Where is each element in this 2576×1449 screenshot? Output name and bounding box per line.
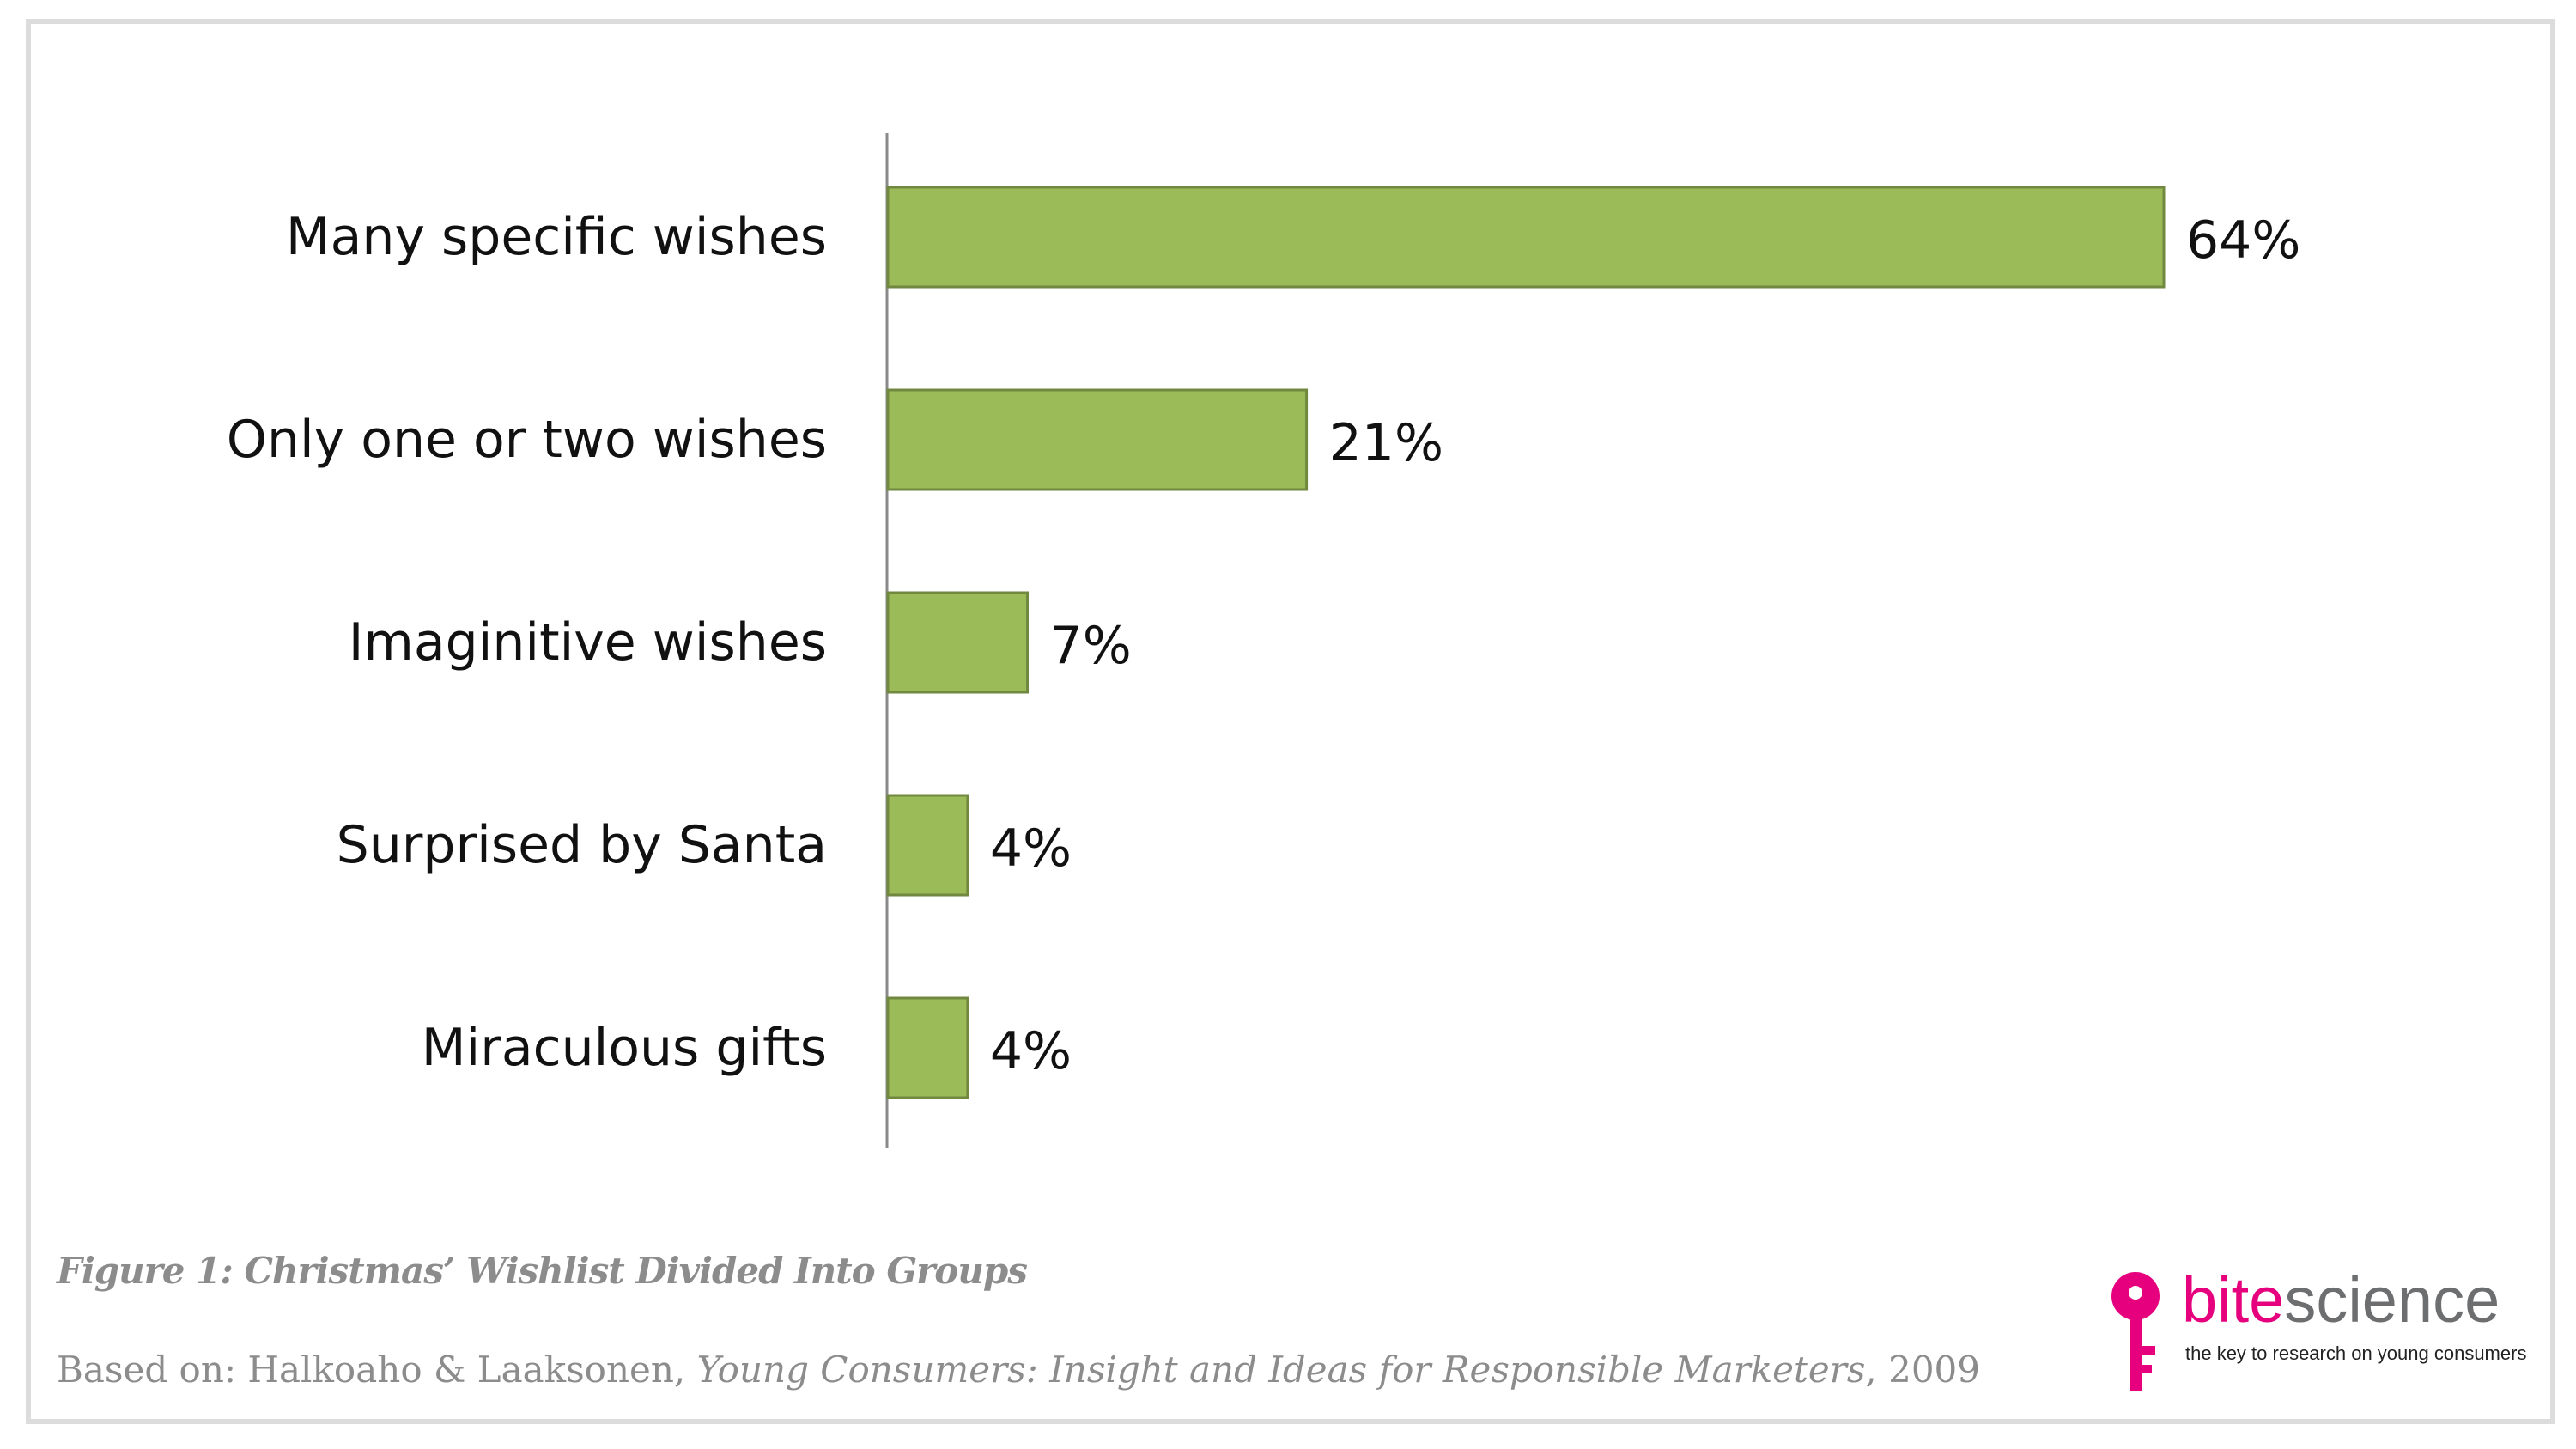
category-label-0: Many specific wishes	[286, 207, 827, 267]
bar-1	[886, 388, 1309, 491]
value-label-3: 4%	[990, 819, 1072, 879]
logo-word-bite: bite	[2182, 1264, 2285, 1336]
value-label-0: 64%	[2186, 210, 2300, 271]
category-label-3: Surprised by Santa	[337, 815, 827, 875]
bar-3	[886, 794, 969, 897]
category-label-4: Miraculous gifts	[422, 1018, 827, 1078]
source-prefix: Based on: Halkoaho & Laaksonen,	[57, 1349, 697, 1391]
value-label-1: 21%	[1329, 413, 1443, 473]
bitescience-logo: bitescience the key to research on young…	[2108, 1264, 2537, 1404]
figure-caption: Figure 1: Christmas’ Wishlist Divided In…	[57, 1250, 1028, 1292]
bars-group: Many specific wishes 64% Only one or two w…	[227, 186, 2300, 1099]
source-title: Young Consumers: Insight and Ideas for R…	[696, 1349, 1866, 1391]
category-label-2: Imaginitive wishes	[349, 612, 827, 673]
bar-2	[886, 591, 1030, 694]
bar-4	[886, 996, 969, 1099]
key-icon	[2111, 1272, 2160, 1391]
value-label-4: 4%	[990, 1021, 1072, 1081]
bar-0	[886, 186, 2166, 289]
bar-chart: Many specific wishes 64% Only one or two w…	[227, 133, 2300, 1148]
source-suffix: , 2009	[1865, 1349, 1980, 1391]
logo-word-science: science	[2284, 1264, 2500, 1336]
logo-tagline: the key to research on young consumers	[2185, 1342, 2527, 1364]
source-citation: Based on: Halkoaho & Laaksonen, Young Co…	[57, 1349, 1980, 1391]
category-label-1: Only one or two wishes	[227, 410, 827, 470]
value-label-2: 7%	[1050, 616, 1132, 676]
logo-wordmark: bitescience	[2182, 1263, 2500, 1336]
